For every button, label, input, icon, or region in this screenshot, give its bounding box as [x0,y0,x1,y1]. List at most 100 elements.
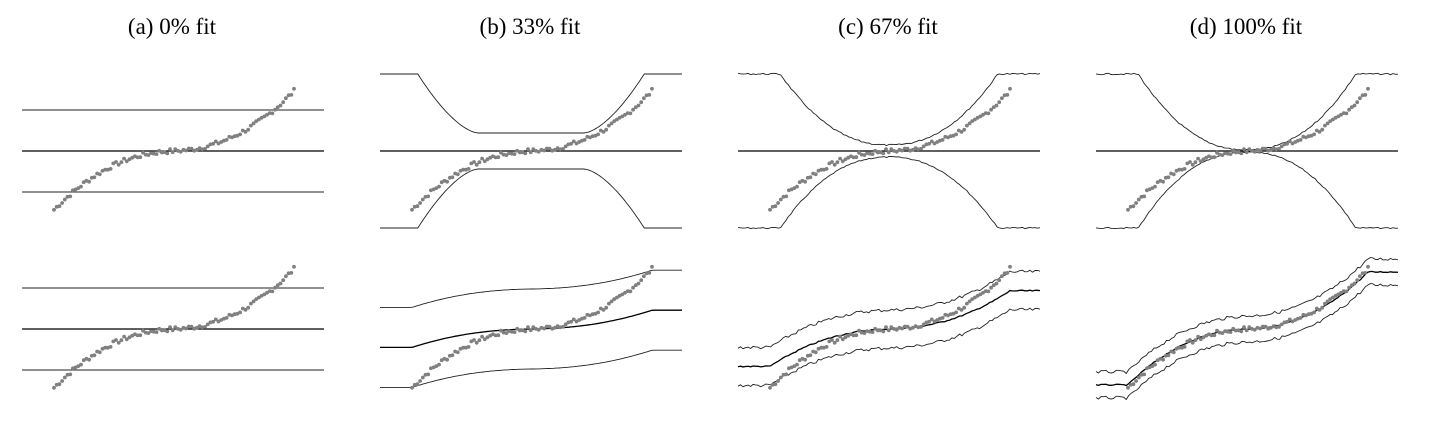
top-point-a [119,160,124,165]
top-point-d [1355,100,1360,105]
bottom-point-b [604,305,609,310]
top-point-c [991,105,996,110]
bottom-point-a [213,317,218,322]
bottom-point-d [1215,328,1219,333]
top-point-d [1287,139,1292,144]
top-point-b [472,160,476,164]
top-point-b [544,146,549,151]
top-point-d [1126,207,1130,212]
top-point-a [97,172,102,177]
top-point-d [1193,160,1198,165]
bottom-point-d [1142,372,1147,377]
top-point-c [773,204,778,209]
bottom-point-b [528,328,533,333]
bottom-point-a [251,299,256,304]
top-point-d [1228,152,1233,157]
top-point-a [114,160,118,164]
bottom-point-b [420,375,425,380]
bottom-point-d [1171,350,1176,355]
bottom-point-c [795,362,799,367]
top-point-a [60,201,64,205]
bottom-point-a [168,325,172,329]
bottom-point-b [445,357,449,362]
top-point-c [881,151,886,156]
bottom-point-c [1005,271,1010,275]
top-point-c [873,148,878,153]
bottom-point-a [135,333,140,338]
bottom-point-c [927,319,931,324]
top-point-c [986,111,991,116]
bottom-point-c [768,385,772,390]
bottom-point-d [1242,325,1246,329]
bottom-point-a [119,338,124,343]
bottom-point-c [905,324,910,329]
top-point-c [851,155,856,160]
bottom-point-c [830,338,834,342]
top-point-c [921,144,926,149]
bottom-point-b [482,337,487,342]
top-point-d [1277,147,1281,151]
top-point-b [455,172,460,177]
top-point-d [1212,155,1217,160]
top-point-b [420,197,425,202]
bottom-point-d [1258,326,1262,331]
top-point-d [1188,160,1192,164]
bottom-point-d [1136,375,1141,380]
top-point-c [894,149,899,154]
bottom-point-c [986,289,991,294]
top-point-a [92,175,97,180]
bottom-point-b [609,299,614,304]
top-point-c [884,147,888,152]
top-point-b [523,151,528,156]
top-point-a [251,121,256,126]
top-point-a [135,155,140,160]
top-point-d [1234,150,1238,155]
bottom-point-b [512,330,517,334]
bottom-point-d [1331,295,1335,300]
bottom-point-c [965,301,969,306]
bottom-envelope-upper-d [1095,257,1399,375]
bottom-point-a [52,385,56,390]
top-envelope-lower-b [380,168,682,229]
top-point-c [870,152,875,157]
top-envelope-upper-c [737,72,1041,147]
bottom-point-d [1347,285,1351,290]
top-point-c [940,138,945,142]
bottom-point-a [203,325,207,329]
bottom-point-b [480,334,484,339]
bottom-point-a [238,310,243,315]
bottom-point-d [1188,338,1192,342]
bottom-point-c [900,326,904,331]
bottom-point-d [1298,316,1303,320]
bottom-point-d [1228,330,1233,334]
bottom-point-b [472,338,476,342]
top-point-a [203,147,207,151]
top-point-d [1177,167,1182,172]
top-point-c [927,141,931,146]
top-point-d [1220,153,1225,158]
top-point-d [1279,144,1284,149]
top-point-d [1363,93,1368,97]
bottom-point-b [631,285,635,290]
top-point-b [426,194,431,199]
top-point-d [1320,127,1325,132]
top-point-a [168,147,172,152]
bottom-point-c [997,278,1002,283]
top-point-c [954,132,958,137]
bottom-point-c [776,379,780,383]
bottom-point-c [824,345,829,349]
bottom-point-c [803,357,807,362]
panel-title-b: (b) 33% fit [479,14,581,39]
bottom-point-a [284,274,288,279]
bottom-point-a [178,327,183,332]
top-point-c [919,147,923,151]
bottom-point-b [496,333,501,338]
top-point-a [224,138,229,142]
top-point-d [1349,105,1354,110]
top-point-b [615,117,619,122]
top-point-a [265,112,269,117]
bottom-point-a [173,325,178,329]
top-point-a [281,100,286,105]
top-point-b [437,184,441,189]
top-point-d [1263,146,1268,151]
